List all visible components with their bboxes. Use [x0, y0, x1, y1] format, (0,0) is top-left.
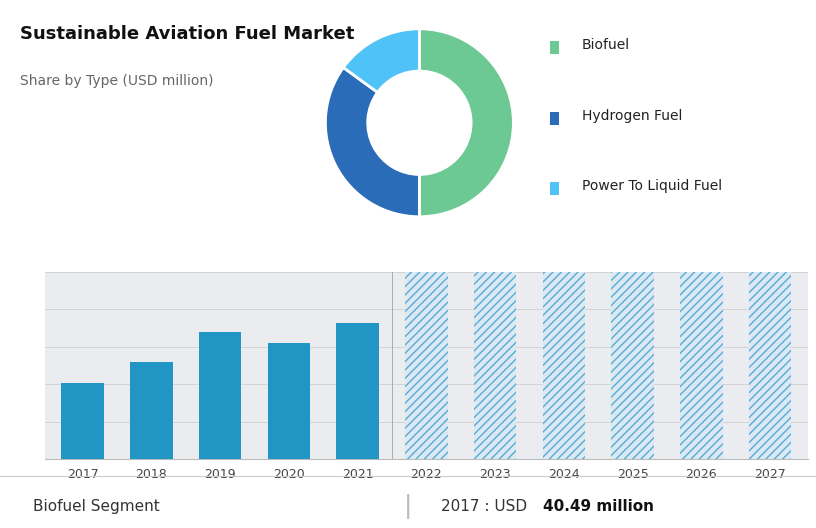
Bar	[550, 41, 559, 54]
Bar	[680, 272, 723, 459]
Text: 2017 : USD: 2017 : USD	[441, 499, 532, 514]
Bar	[336, 323, 379, 459]
Bar	[611, 272, 654, 459]
Text: Hydrogen Fuel: Hydrogen Fuel	[582, 109, 682, 122]
Bar	[61, 383, 104, 459]
Bar	[405, 272, 448, 459]
Text: |: |	[404, 494, 412, 519]
Bar	[474, 272, 517, 459]
Bar	[550, 111, 559, 125]
Text: Power To Liquid Fuel: Power To Liquid Fuel	[582, 179, 722, 193]
Text: 40.49 million: 40.49 million	[543, 499, 654, 514]
Wedge shape	[419, 29, 513, 217]
Bar	[405, 272, 448, 459]
Bar	[130, 362, 173, 459]
Bar	[543, 272, 585, 459]
Text: Share by Type (USD million): Share by Type (USD million)	[20, 74, 214, 88]
Bar	[199, 332, 242, 459]
Bar	[680, 272, 723, 459]
Text: Biofuel: Biofuel	[582, 38, 630, 52]
Bar	[268, 343, 310, 459]
Bar	[543, 272, 585, 459]
Bar	[749, 272, 792, 459]
Bar	[550, 182, 559, 195]
Bar	[474, 272, 517, 459]
Bar	[611, 272, 654, 459]
Bar	[749, 272, 792, 459]
Wedge shape	[326, 68, 419, 217]
Text: Sustainable Aviation Fuel Market: Sustainable Aviation Fuel Market	[20, 24, 355, 43]
Text: Biofuel Segment: Biofuel Segment	[33, 499, 159, 514]
Wedge shape	[344, 29, 419, 92]
